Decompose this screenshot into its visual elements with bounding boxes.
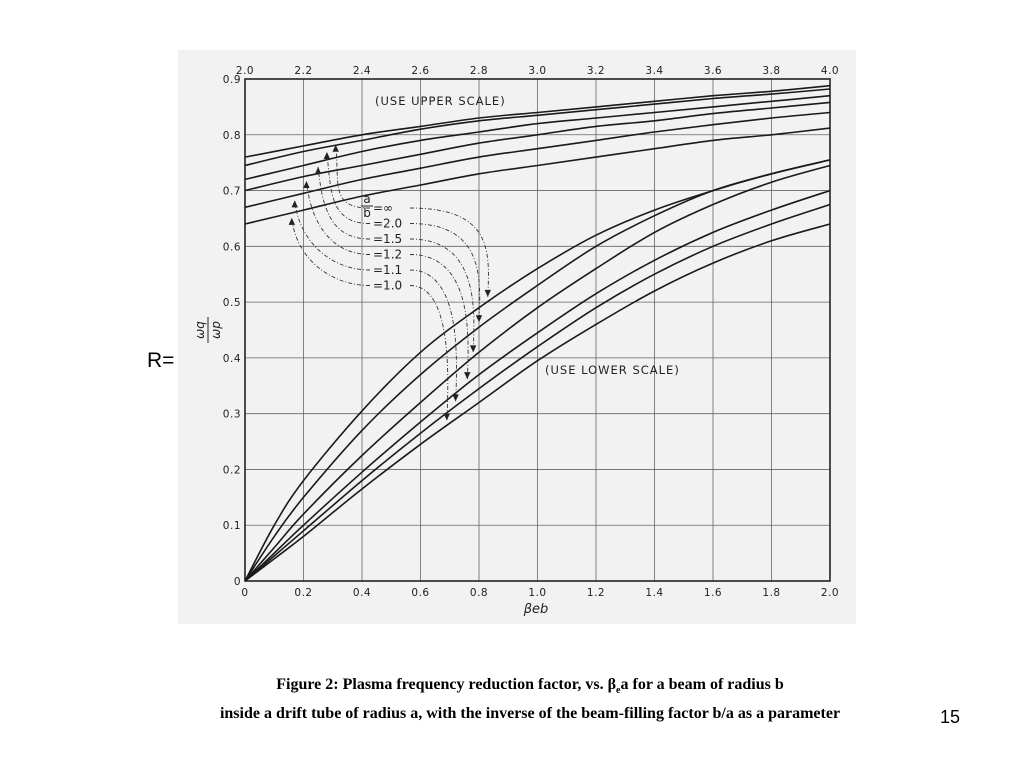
x-lower-tick-label: 0 xyxy=(241,587,248,599)
x-lower-tick-label: 1.0 xyxy=(528,587,546,599)
leader-arrowhead xyxy=(469,345,477,353)
y-tick-label: 0 xyxy=(234,576,241,588)
y-tick-label: 0.5 xyxy=(223,297,241,309)
caption-line-1-end: a for a beam of radius b xyxy=(620,676,784,693)
legend-entry: =∞ xyxy=(373,201,393,215)
leader-arrowhead xyxy=(303,181,310,189)
leader-line-upper xyxy=(294,200,371,271)
y-tick-label: 0.4 xyxy=(223,353,241,365)
leader-line-upper xyxy=(305,181,371,255)
series-upper-curve xyxy=(244,127,831,225)
leader-line-lower xyxy=(409,207,489,297)
series-lower-curve xyxy=(244,203,831,582)
leader-arrowhead xyxy=(291,200,298,208)
x-upper-tick-label: 2.2 xyxy=(294,65,312,77)
legend-fraction-numerator: a xyxy=(363,192,370,206)
chart-curves xyxy=(244,84,831,582)
page-number: 15 xyxy=(940,707,961,727)
x-upper-tick-label: 2.4 xyxy=(353,65,371,77)
plot-frame xyxy=(244,78,831,582)
series-upper-curve xyxy=(244,88,831,167)
y-tick-label: 0.2 xyxy=(223,464,241,476)
x-upper-tick-label: 3.2 xyxy=(587,65,605,77)
x-axis-label: βeb xyxy=(523,602,549,617)
y-tick-label: 0.6 xyxy=(223,241,241,253)
leader-line-lower xyxy=(409,254,469,380)
r-equals-label: R= xyxy=(147,349,175,372)
legend-entry: =1.1 xyxy=(373,263,402,277)
x-lower-tick-label: 0.4 xyxy=(353,587,371,599)
tick-labels: 0 0.2 0.4 0.6 0.8 1.0 1.2 1.4 1.6 1.8 2.0 2.0 2.2 2.4… xyxy=(223,65,839,599)
x-upper-tick-label: 2.0 xyxy=(236,65,254,77)
x-upper-tick-label: 3.0 xyxy=(528,65,546,77)
figure-caption: Figure 2: Plasma frequency reduction fac… xyxy=(120,673,940,725)
x-lower-tick-label: 1.6 xyxy=(704,587,722,599)
y-axis-label: ωq ωp xyxy=(193,317,223,343)
y-tick-label: 0.7 xyxy=(223,186,241,198)
chart-grid xyxy=(245,79,830,581)
x-lower-tick-label: 0.2 xyxy=(294,587,312,599)
x-upper-tick-label: 2.6 xyxy=(411,65,429,77)
leader-line-lower xyxy=(409,238,475,353)
y-axis-label-denominator: ωp xyxy=(209,321,223,339)
leader-line-lower xyxy=(409,285,449,421)
legend-entry: =1.2 xyxy=(373,248,402,262)
leader-arrowhead xyxy=(332,144,339,152)
x-lower-tick-label: 2.0 xyxy=(821,587,839,599)
legend-entry: =1.5 xyxy=(373,232,402,246)
caption-beta-subscript: e xyxy=(616,685,621,697)
leader-line-upper xyxy=(326,152,371,224)
x-lower-tick-label: 1.2 xyxy=(587,587,605,599)
caption-line-1-start: Figure 2: Plasma frequency reduction fac… xyxy=(276,676,608,693)
x-lower-tick-label: 1.4 xyxy=(645,587,663,599)
lower-scale-note: (USE LOWER SCALE) xyxy=(545,363,680,377)
y-tick-label: 0.3 xyxy=(223,409,241,421)
x-upper-tick-label: 2.8 xyxy=(470,65,488,77)
leader-arrowhead xyxy=(443,413,451,421)
leader-line-upper xyxy=(291,217,371,286)
leader-line-lower xyxy=(409,269,457,402)
leader-arrowhead xyxy=(323,152,331,160)
y-axis-label-numerator: ωq xyxy=(193,321,207,339)
x-upper-tick-label: 4.0 xyxy=(821,65,839,77)
x-upper-tick-label: 3.4 xyxy=(645,65,663,77)
series-lower-curve xyxy=(244,164,831,582)
legend-entry: =2.0 xyxy=(373,217,402,231)
caption-line-2: inside a drift tube of radius a, with th… xyxy=(219,705,841,723)
leader-arrowhead xyxy=(288,217,295,225)
leader-line-lower xyxy=(409,223,481,323)
legend-entry: =1.0 xyxy=(373,279,402,293)
leader-arrowhead xyxy=(475,315,483,323)
x-lower-tick-label: 0.6 xyxy=(411,587,429,599)
series-lower-curve xyxy=(244,189,831,582)
series-lower-curve xyxy=(244,223,831,582)
legend-parameter-fraction: a b xyxy=(361,192,373,220)
leader-line-upper xyxy=(335,144,371,209)
leader-arrowhead xyxy=(314,166,322,174)
leader-line-upper xyxy=(317,166,371,240)
y-tick-label: 0.1 xyxy=(223,520,241,532)
series-upper-curve xyxy=(244,101,831,192)
series-upper-curve xyxy=(244,111,831,209)
legend-leader-lines xyxy=(288,144,491,421)
x-upper-tick-label: 3.8 xyxy=(762,65,780,77)
leader-arrowhead xyxy=(484,289,491,297)
x-lower-tick-label: 0.8 xyxy=(470,587,488,599)
chart-legend: =∞ =2.0=1.5 =1.2=1.1 =1.0 xyxy=(373,201,402,293)
leader-arrowhead xyxy=(464,372,471,380)
upper-scale-note: (USE UPPER SCALE) xyxy=(375,94,506,108)
x-lower-tick-label: 1.8 xyxy=(762,587,780,599)
leader-arrowhead xyxy=(452,394,459,402)
legend-fraction-denominator: b xyxy=(363,206,371,220)
series-upper-curve xyxy=(244,94,831,181)
y-tick-label: 0.9 xyxy=(223,74,241,86)
caption-beta-symbol: β xyxy=(607,676,617,693)
series-lower-curve xyxy=(244,159,831,582)
x-upper-tick-label: 3.6 xyxy=(704,65,722,77)
y-tick-label: 0.8 xyxy=(223,130,241,142)
series-upper-curve xyxy=(244,84,831,158)
caption-line-1: Figure 2: Plasma frequency reduction fac… xyxy=(120,673,940,702)
